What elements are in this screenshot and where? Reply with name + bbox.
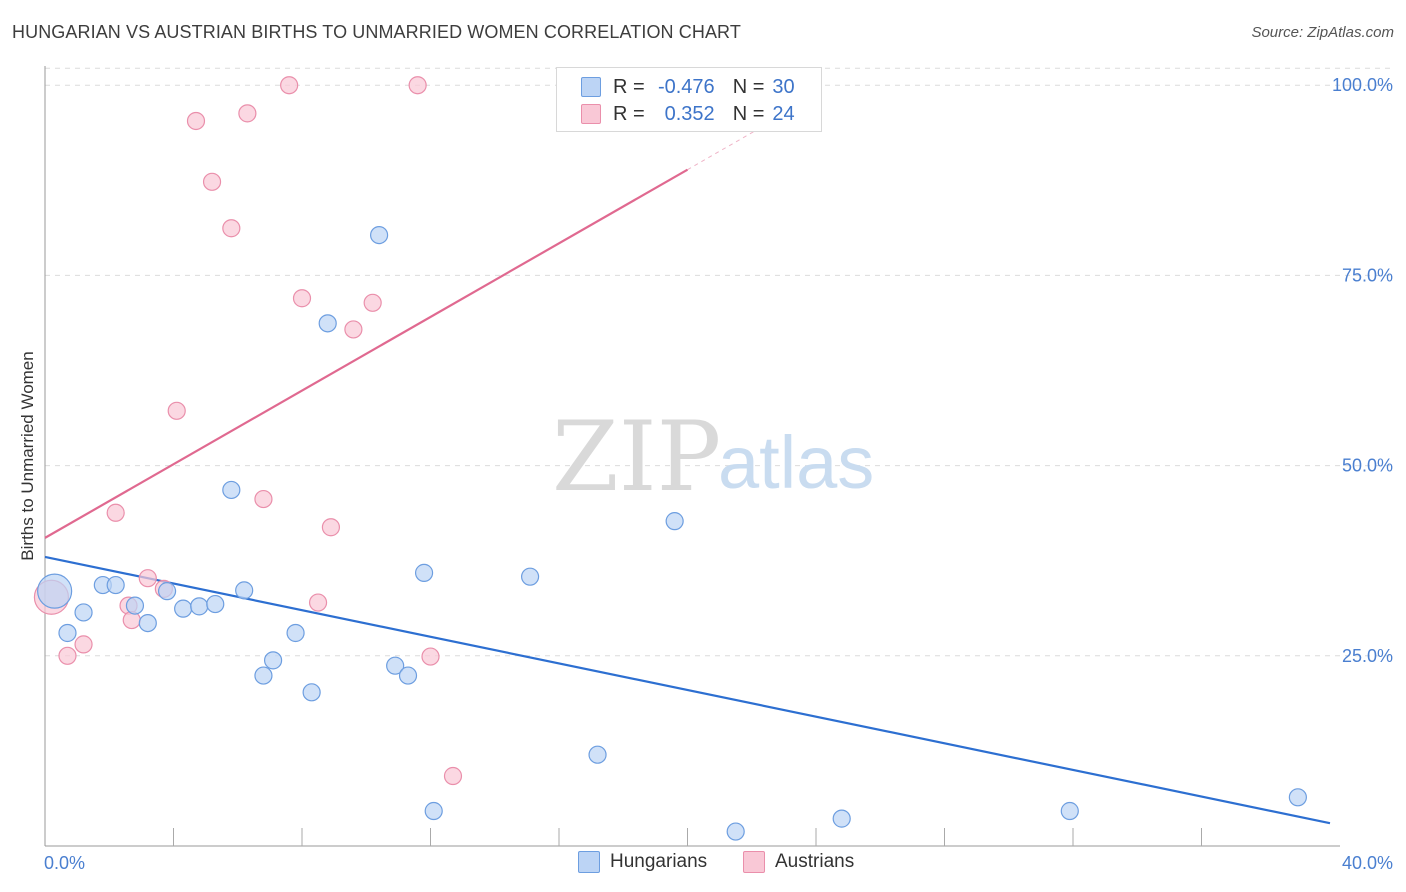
austrians-points — [33, 76, 588, 786]
legend-r-value: 0.352 — [664, 102, 715, 125]
x-tick-labels: 0.0% 40.0% — [44, 853, 1393, 873]
legend-item-austrians[interactable]: Austrians — [743, 851, 854, 873]
hungarians-swatch — [581, 77, 601, 97]
austrians-point — [138, 569, 157, 588]
hungarians-point — [832, 809, 851, 828]
legend-label-austrians: Austrians — [775, 851, 855, 872]
austrians-point — [408, 76, 427, 95]
hungarians-swatch — [578, 851, 600, 873]
hungarians-point — [235, 581, 254, 600]
hungarians-point — [206, 594, 225, 614]
austrians-point — [222, 219, 241, 238]
legend-n-value: 24 — [772, 102, 795, 125]
hungarians-point — [370, 225, 389, 245]
hungarians-point — [157, 582, 177, 601]
hungarians-point — [190, 597, 209, 616]
hungarians-point — [386, 656, 405, 675]
y-tick-label: 50.0% — [1342, 456, 1393, 476]
chart-title: HUNGARIAN VS AUSTRIAN BIRTHS TO UNMARRIE… — [12, 22, 741, 42]
y-axis-label: Births to Unmarried Women — [18, 351, 37, 560]
austrians-swatch — [581, 104, 601, 124]
hungarians-point — [726, 822, 745, 841]
hungarians-point — [106, 575, 125, 595]
grid-lines — [45, 67, 1392, 657]
hungarians-point — [74, 603, 93, 622]
hungarians-points — [37, 225, 1307, 841]
legend-n-label: N = — [732, 102, 765, 125]
austrians-swatch — [743, 851, 765, 873]
austrians-point — [421, 647, 440, 666]
hungarians-point — [286, 623, 305, 643]
watermark-atlas: atlas — [718, 421, 874, 504]
hungarians-point — [424, 801, 443, 821]
austrians-point — [167, 401, 186, 420]
hungarians-point — [263, 651, 283, 670]
legend-r-label: R = — [613, 102, 645, 125]
hungarians-point — [665, 512, 684, 531]
austrians-point — [58, 646, 77, 665]
hungarians-point — [318, 314, 337, 333]
austrians-point — [254, 489, 273, 509]
hungarians-point — [37, 573, 73, 609]
legend-row-hungarians: R = -0.476 N = 30 — [581, 74, 795, 100]
austrians-point — [74, 635, 93, 654]
legend-item-hungarians[interactable]: Hungarians — [578, 851, 707, 873]
austrians-point — [308, 593, 328, 612]
y-tick-label: 25.0% — [1342, 646, 1393, 666]
legend-r-value: -0.476 — [657, 75, 715, 98]
x-tick-label: 40.0% — [1342, 853, 1393, 873]
hungarians-point — [1060, 801, 1079, 821]
series-legend: Hungarians Austrians — [0, 851, 1406, 877]
legend-row-austrians: R = 0.352 N = 24 — [581, 101, 795, 127]
y-tick-labels: 25.0% 50.0% 75.0% 100.0% — [1332, 75, 1393, 666]
hungarians-point — [174, 599, 193, 618]
hungarians-point — [398, 666, 418, 685]
legend-n-label: N = — [732, 75, 765, 98]
axes — [44, 66, 1340, 847]
hungarians-trend-line — [44, 555, 1331, 825]
legend-label-hungarians: Hungarians — [610, 851, 708, 872]
legend-n-value: 30 — [772, 75, 795, 98]
hungarians-point — [125, 596, 145, 615]
watermark-zip: ZIP — [552, 401, 721, 513]
hungarians-point — [520, 567, 540, 586]
austrians-point — [443, 766, 463, 786]
austrians-point — [106, 503, 125, 522]
source-label: Source: ZipAtlas.com — [1251, 24, 1394, 41]
hungarians-point — [254, 666, 273, 685]
hungarians-point — [58, 623, 77, 643]
hungarians-point — [222, 480, 241, 500]
austrians-point — [344, 320, 363, 339]
austrians-point — [186, 111, 206, 131]
hungarians-point — [414, 563, 434, 582]
austrians-point — [238, 104, 257, 123]
correlation-legend: R = -0.476 N = 30 R = 0.352 N = 24 — [556, 67, 822, 132]
y-tick-label: 100.0% — [1332, 75, 1393, 95]
austrians-trend-line — [44, 168, 689, 539]
hungarians-point — [302, 683, 321, 702]
austrians-point — [280, 76, 299, 95]
austrians-point — [321, 518, 341, 537]
hungarians-point — [138, 613, 157, 633]
legend-r-label: R = — [613, 75, 645, 98]
austrians-point — [292, 289, 312, 308]
austrians-point — [363, 293, 382, 312]
x-tick-marks — [173, 828, 1202, 846]
y-tick-label: 75.0% — [1342, 265, 1393, 285]
hungarians-point — [1288, 788, 1307, 807]
x-tick-label: 0.0% — [44, 853, 85, 873]
austrians-point — [202, 172, 222, 191]
hungarians-point — [588, 745, 607, 764]
